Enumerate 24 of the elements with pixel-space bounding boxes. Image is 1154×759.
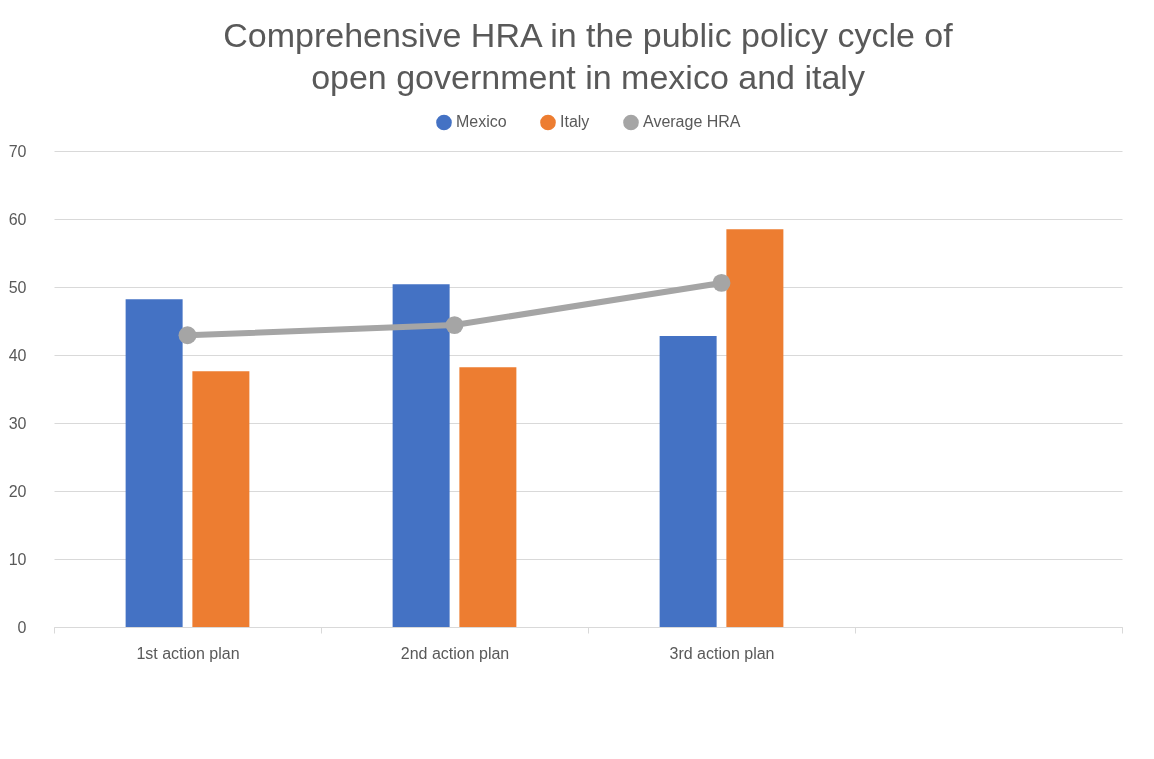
y-tick-label: 10 xyxy=(8,550,27,568)
y-tick-label: 40 xyxy=(8,346,27,364)
x-tick-label: 2nd action plan xyxy=(400,644,510,662)
chart-title: Comprehensive HRA in the public policy cycle of open government in mexico and italy xyxy=(223,16,954,96)
legend-label: Average HRA xyxy=(643,113,741,131)
legend-label: Italy xyxy=(560,113,590,131)
bar xyxy=(192,371,250,627)
bar xyxy=(459,367,517,627)
bar xyxy=(659,335,717,627)
x-tick-label: 3rd action plan xyxy=(669,644,775,662)
bar xyxy=(726,229,784,627)
y-tick-label: 60 xyxy=(8,210,27,228)
point xyxy=(178,326,197,345)
y-tick-label: 30 xyxy=(8,414,27,432)
point xyxy=(712,273,731,292)
y-tick-label: 50 xyxy=(8,278,27,296)
bar xyxy=(392,284,450,627)
legend-label: Mexico xyxy=(456,113,507,131)
y-tick-label: 70 xyxy=(8,142,27,160)
point xyxy=(445,316,464,335)
x-tick-label: 1st action plan xyxy=(136,644,240,662)
y-tick-label: 20 xyxy=(8,482,27,500)
y-tick-label: 0 xyxy=(17,618,27,636)
bar xyxy=(125,299,183,627)
